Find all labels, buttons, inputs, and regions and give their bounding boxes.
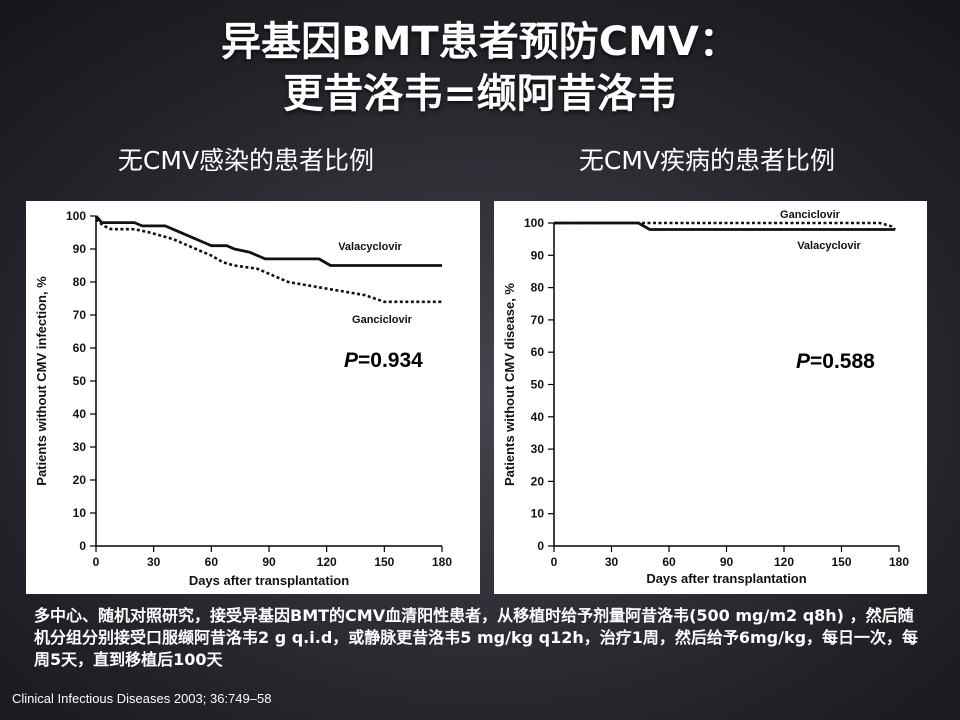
slide-title: 异基因BMT患者预防CMV： 更昔洛韦=缬阿昔洛韦 bbox=[0, 16, 960, 120]
citation: Clinical Infectious Diseases 2003; 36:74… bbox=[12, 691, 272, 706]
series-line-ganciclovir bbox=[95, 218, 442, 304]
x-tick-label: 0 bbox=[551, 555, 558, 569]
y-axis-label: Patients without CMV disease, % bbox=[502, 283, 517, 486]
x-tick-label: 120 bbox=[317, 555, 337, 569]
right-chart-panel: 0 10 20 30 40 50 60 70 80 90 100 0 30 60 90 120 150 180 Da… bbox=[494, 201, 927, 594]
y-tick-label: 70 bbox=[531, 313, 545, 327]
x-axis-label: Days after transplantation bbox=[646, 571, 806, 586]
x-tick-label: 30 bbox=[605, 555, 619, 569]
series-label-ganciclovir: Ganciclovir bbox=[780, 209, 841, 221]
series-line-valacyclovir bbox=[94, 215, 442, 267]
series-label-ganciclovir: Ganciclovir bbox=[352, 314, 413, 326]
series-label-valacyclovir: Valacyclovir bbox=[797, 240, 861, 252]
x-tick-label: 90 bbox=[262, 555, 276, 569]
x-tick-label: 0 bbox=[93, 555, 100, 569]
series-label-valacyclovir: Valacyclovir bbox=[338, 241, 402, 253]
y-tick-label: 40 bbox=[531, 410, 545, 424]
y-tick-label: 80 bbox=[531, 281, 545, 295]
left-chart-panel: 0 10 20 30 40 50 60 70 80 90 100 0 30 60 90 120 150 180 Da… bbox=[26, 201, 480, 594]
y-tick-label: 0 bbox=[537, 539, 544, 553]
x-tick-label: 30 bbox=[147, 555, 161, 569]
y-tick-label: 100 bbox=[66, 209, 86, 223]
series-line-valacyclovir bbox=[554, 221, 896, 231]
y-tick-label: 20 bbox=[73, 473, 87, 487]
p-value-symbol: P bbox=[796, 350, 811, 373]
y-tick-label: 30 bbox=[73, 440, 87, 454]
x-tick-label: 180 bbox=[889, 555, 909, 569]
y-tick-label: 90 bbox=[73, 242, 87, 256]
cmv-disease-chart: 0 10 20 30 40 50 60 70 80 90 100 0 30 60 90 120 150 180 Da… bbox=[502, 209, 909, 586]
left-chart-subtitle: 无CMV感染的患者比例 bbox=[117, 146, 375, 175]
x-tick-label: 180 bbox=[432, 555, 452, 569]
y-tick-label: 80 bbox=[73, 275, 87, 289]
y-tick-label: 20 bbox=[531, 474, 545, 488]
y-tick-label: 10 bbox=[73, 506, 87, 520]
y-tick-label: 0 bbox=[79, 539, 86, 553]
p-value-symbol: P bbox=[344, 349, 359, 372]
p-value-number: =0.588 bbox=[810, 350, 875, 373]
x-tick-label: 150 bbox=[374, 555, 394, 569]
y-tick-label: 30 bbox=[531, 442, 545, 456]
x-tick-label: 150 bbox=[831, 555, 851, 569]
y-tick-label: 90 bbox=[531, 248, 545, 262]
x-tick-label: 90 bbox=[720, 555, 734, 569]
study-description: 多中心、随机对照研究，接受异基因BMT的CMV血清阳性患者，从移植时给予剂量阿昔… bbox=[34, 606, 919, 669]
y-tick-label: 60 bbox=[531, 345, 545, 359]
p-value-number: =0.934 bbox=[358, 349, 423, 372]
title-line-1: 异基因BMT患者预防CMV： bbox=[221, 19, 739, 65]
x-axis-label: Days after transplantation bbox=[189, 573, 349, 588]
y-tick-label: 100 bbox=[524, 216, 544, 230]
y-tick-label: 50 bbox=[531, 378, 545, 392]
title-line-2: 更昔洛韦=缬阿昔洛韦 bbox=[283, 71, 677, 117]
y-axis-label: Patients without CMV infection, % bbox=[34, 276, 49, 486]
x-tick-label: 60 bbox=[662, 555, 676, 569]
right-chart-subtitle: 无CMV疾病的患者比例 bbox=[578, 146, 836, 175]
y-tick-label: 10 bbox=[531, 507, 545, 521]
y-tick-label: 60 bbox=[73, 341, 87, 355]
cmv-infection-chart: 0 10 20 30 40 50 60 70 80 90 100 0 30 60 90 120 150 180 Da… bbox=[34, 209, 452, 588]
p-value-annotation: P=0.934 bbox=[344, 349, 423, 372]
y-tick-label: 70 bbox=[73, 308, 87, 322]
y-tick-label: 50 bbox=[73, 374, 87, 388]
x-tick-label: 60 bbox=[205, 555, 219, 569]
x-tick-label: 120 bbox=[774, 555, 794, 569]
y-tick-label: 40 bbox=[73, 407, 87, 421]
p-value-annotation: P=0.588 bbox=[796, 350, 875, 373]
series-line-ganciclovir bbox=[554, 221, 897, 231]
